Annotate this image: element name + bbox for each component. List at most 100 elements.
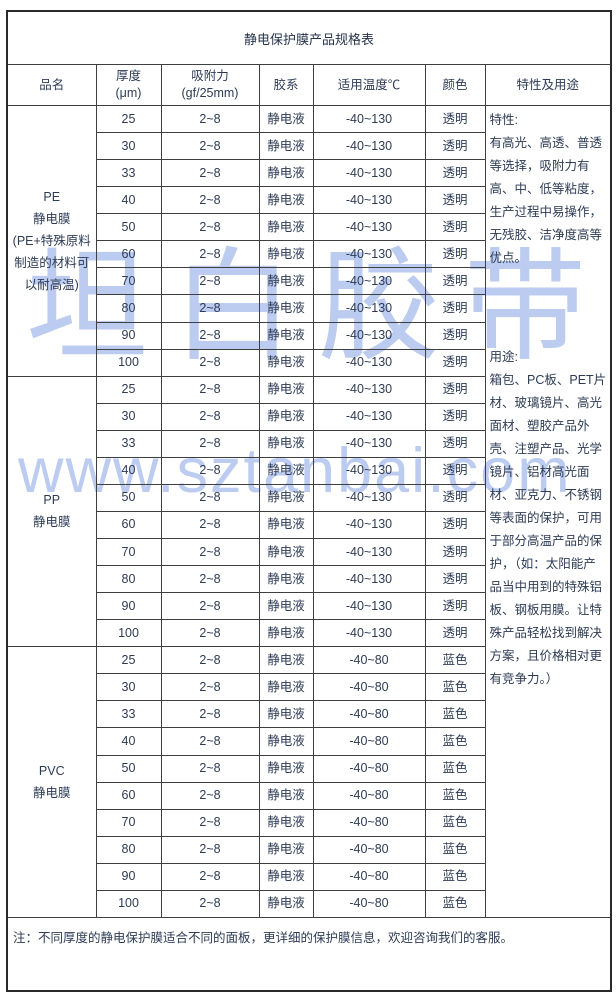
table-cell: 静电液 [258,592,314,621]
table-cell: 透明 [424,402,486,431]
table-row: 40 2~8 静电液 -40~130 透明 [7,456,611,485]
table-cell: 蓝色 [424,835,486,864]
table-cell: -40~80 [312,673,426,702]
table-row: 30 2~8 静电液 -40~80 蓝色 [7,673,611,702]
table-cell: 蓝色 [424,808,486,837]
table-cell: -40~130 [312,510,426,540]
table-cell: 2~8 [160,565,260,594]
table-cell: -40~130 [312,592,426,621]
table-cell: 2~8 [160,159,260,188]
table-cell: 60 [95,781,162,810]
table-cell: 透明 [424,104,486,134]
table-cell: 透明 [424,592,486,621]
table-cell: 静电液 [258,186,314,215]
table-cell: 静电液 [258,456,314,485]
table-cell: 透明 [424,213,486,242]
table-cell: 80 [95,294,162,323]
table-cell: 透明 [424,537,486,567]
page-title: 静电保护膜产品规格表 [6,10,612,65]
table-row: PP 静电膜 25 2~8 静电液 -40~130 透明 [6,375,611,648]
table-cell: 33 [95,159,162,188]
table-cell: -40~80 [312,646,426,675]
table-cell: 80 [95,835,162,864]
table-cell: 2~8 [160,348,260,377]
table-row: 40 2~8 静电液 -40~80 蓝色 [7,727,611,756]
table-cell: 2~8 [160,781,260,810]
table-cell: 蓝色 [424,727,486,756]
table-row: 80 2~8 静电液 -40~80 蓝色 [7,835,611,864]
table-cell: 70 [95,808,162,837]
table-cell: 透明 [424,321,486,350]
table-cell: 透明 [424,240,486,269]
table-cell: -40~80 [312,727,426,756]
table-cell: 透明 [424,159,486,188]
table-cell: 2~8 [160,808,260,837]
table-cell: 40 [95,727,162,756]
table-row: 33 2~8 静电液 -40~130 透明 [7,429,611,458]
table-cell: 80 [95,565,162,594]
table-cell: 2~8 [160,456,260,485]
column-header-1: 厚度 (μm) [95,64,162,106]
table-cell: -40~130 [312,104,426,134]
table-cell: 蓝色 [424,673,486,702]
table-cell: 静电液 [258,862,314,891]
table-cell: 40 [95,186,162,215]
table-cell: 静电液 [258,754,314,783]
table-row: 80 2~8 静电液 -40~130 透明 [7,565,611,594]
table-cell: 2~8 [160,240,260,269]
table-cell: 25 [95,375,162,404]
table-cell: 30 [95,132,162,161]
table-row: 30 2~8 静电液 -40~130 透明 [7,132,611,161]
table-cell: 50 [95,754,162,783]
table-cell: 90 [95,592,162,621]
table-cell: 2~8 [160,104,260,134]
table-cell: 2~8 [160,889,260,919]
footer-note-row: 注：不同厚度的静电保护膜适合不同的面板，更详细的保护膜信息，欢迎咨询我们的客服。 [6,917,612,992]
table-cell: 100 [95,889,162,919]
product-name-cell-2: PVC 静电膜 [6,646,97,918]
table-row: 33 2~8 静电液 -40~80 蓝色 [7,700,611,729]
table-cell: 蓝色 [424,889,486,919]
table-cell: 2~8 [160,754,260,783]
table-cell: 静电液 [258,240,314,269]
table-cell: 静电液 [258,402,314,431]
table-cell: 透明 [424,565,486,594]
table-cell: 静电液 [258,537,314,567]
table-cell: 蓝色 [424,781,486,810]
table-cell: 2~8 [160,537,260,567]
table-cell: 70 [95,537,162,567]
table-cell: 2~8 [160,429,260,458]
table-cell: 透明 [424,510,486,540]
table-row: 70 2~8 静电液 -40~130 透明 [7,267,611,296]
table-cell: -40~130 [312,213,426,242]
features-title: 特性: [489,113,518,127]
table-cell: 静电液 [258,673,314,702]
table-cell: -40~80 [312,781,426,810]
table-cell: -40~130 [312,565,426,594]
table-cell: 静电液 [258,619,314,648]
table-cell: 50 [95,213,162,242]
column-header-0: 品名 [6,64,97,106]
table-cell: 90 [95,321,162,350]
table-cell: -40~130 [312,456,426,485]
table-cell: 蓝色 [424,862,486,891]
table-cell: 2~8 [160,375,260,404]
spec-table: 静电保护膜产品规格表 品名 厚度 (μm) 吸附力 (gf/25mm) 胶系 适用温度℃… [6,10,612,992]
table-cell: 2~8 [160,213,260,242]
table-cell: 2~8 [160,727,260,756]
table-row: 90 2~8 静电液 -40~130 透明 [7,592,611,621]
table-cell: 2~8 [160,186,260,215]
table-cell: 静电液 [258,483,314,512]
table-cell: 透明 [424,348,486,377]
table-cell: -40~130 [312,159,426,188]
table-cell: 静电液 [258,267,314,296]
table-cell: 透明 [424,294,486,323]
table-cell: -40~130 [312,483,426,512]
table-cell: 静电液 [258,104,314,134]
table-cell: 2~8 [160,646,260,675]
table-cell: -40~130 [312,402,426,431]
column-header-row: 品名 厚度 (μm) 吸附力 (gf/25mm) 胶系 适用温度℃ 颜色 特性及用途 [6,64,612,106]
table-cell: 静电液 [258,375,314,404]
table-cell: 60 [95,510,162,540]
table-cell: 透明 [424,483,486,512]
